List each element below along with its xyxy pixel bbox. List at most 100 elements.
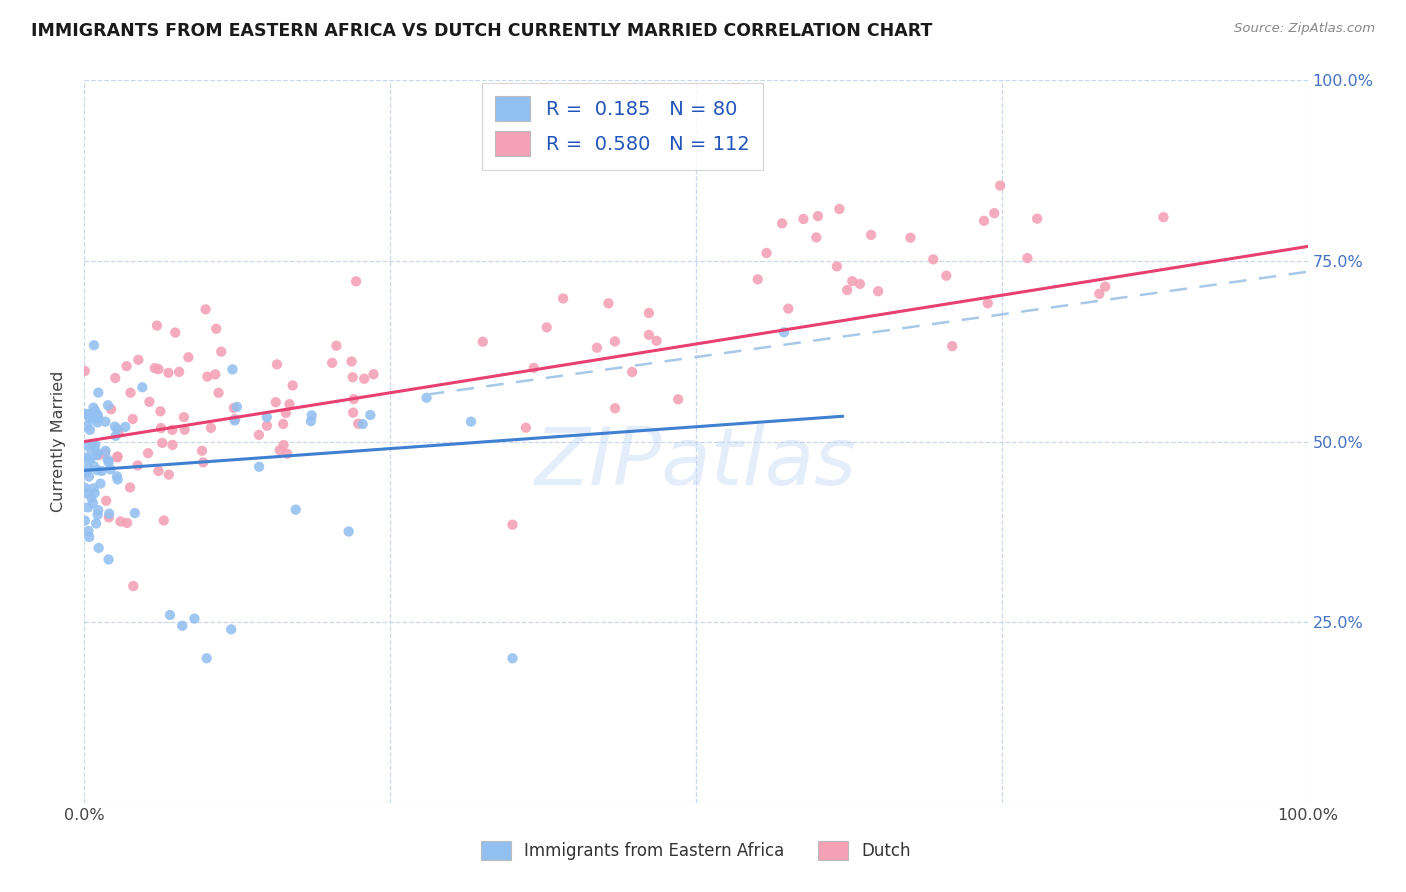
Text: IMMIGRANTS FROM EASTERN AFRICA VS DUTCH CURRENTLY MARRIED CORRELATION CHART: IMMIGRANTS FROM EASTERN AFRICA VS DUTCH … [31,22,932,40]
Point [471,334,494,349]
Point [83,459,105,474]
Point [860,227,883,242]
Point [75,438,97,452]
Point [148,464,170,478]
Point [1026,211,1049,226]
Point [104,429,127,443]
Point [82,496,104,510]
Point [226,400,249,414]
Point [77,469,100,483]
Point [157,366,180,380]
Point [337,524,360,539]
Point [94,415,117,429]
Point [79,423,101,437]
Point [77,461,100,475]
Point [107,450,129,464]
Point [773,325,796,339]
Point [97,455,120,469]
Point [900,231,922,245]
Point [146,318,169,333]
Point [149,421,172,435]
Point [87,541,110,555]
Point [205,322,228,336]
Point [271,417,294,431]
Point [159,607,181,622]
Point [273,438,295,452]
Point [806,230,828,244]
Point [79,452,101,467]
Point [325,339,347,353]
Point [276,447,298,461]
Point [127,352,149,367]
Point [77,407,100,421]
Point [90,464,112,478]
Text: ZIPatlas: ZIPatlas [534,425,858,502]
Point [84,438,107,452]
Point [104,371,127,385]
Point [77,453,100,467]
Point [83,338,105,352]
Point [553,292,575,306]
Point [157,467,180,482]
Point [77,530,100,544]
Point [1094,279,1116,293]
Point [86,508,108,522]
Point [177,351,200,365]
Point [87,411,110,425]
Point [82,439,104,453]
Point [849,277,872,291]
Point [747,272,769,286]
Point [340,354,363,368]
Point [124,506,146,520]
Point [77,524,100,538]
Point [107,473,129,487]
Point [82,481,104,495]
Point [105,422,128,436]
Point [536,320,558,334]
Point [87,385,110,400]
Point [97,452,120,467]
Point [207,385,229,400]
Point [173,410,195,425]
Point [502,651,524,665]
Point [1088,286,1111,301]
Point [825,260,848,274]
Point [342,370,364,384]
Point [666,392,689,407]
Point [194,302,217,317]
Point [200,421,222,435]
Point [281,378,304,392]
Point [115,516,138,530]
Point [264,395,287,409]
Point [96,493,118,508]
Point [301,409,323,423]
Point [269,443,291,458]
Point [347,417,370,431]
Point [105,469,128,483]
Point [621,365,644,379]
Point [167,365,190,379]
Point [941,339,963,353]
Point [973,214,995,228]
Point [191,443,214,458]
Point [100,402,122,417]
Point [221,362,243,376]
Point [278,397,301,411]
Point [84,404,107,418]
Point [770,216,793,230]
Point [86,446,108,460]
Point [136,446,159,460]
Legend: Immigrants from Eastern Africa, Dutch: Immigrants from Eastern Africa, Dutch [474,834,918,867]
Point [165,326,187,340]
Point [183,611,205,625]
Point [224,412,246,426]
Point [73,364,96,378]
Point [76,419,98,434]
Point [837,283,859,297]
Point [94,446,117,460]
Point [219,623,242,637]
Point [274,406,297,420]
Point [523,360,546,375]
Point [127,458,149,473]
Point [97,510,120,524]
